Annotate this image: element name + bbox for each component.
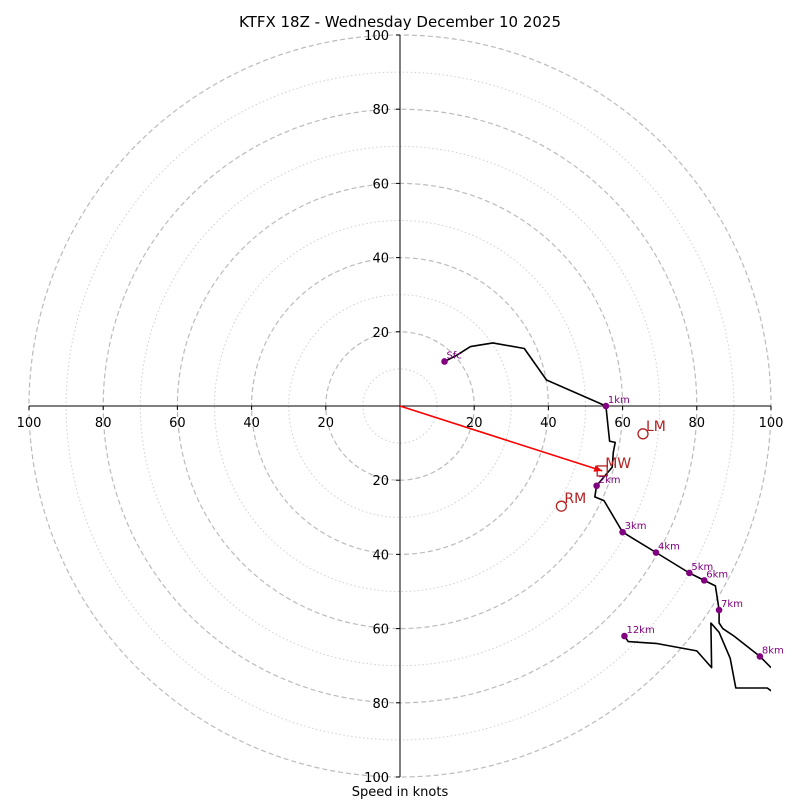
height-marker-sfc (441, 358, 448, 365)
x-tick-label: 80 (95, 416, 112, 431)
x-tick-label: 20 (318, 416, 335, 431)
height-marker-4km (652, 549, 660, 556)
x-tick-label: 60 (169, 416, 186, 431)
x-tick-label: 100 (759, 416, 784, 431)
chart-title: KTFX 18Z - Wednesday December 10 2025 (239, 13, 561, 31)
height-marker-12km (621, 632, 628, 640)
y-tick-label: 20 (372, 326, 389, 341)
height-label-3km: 3km (625, 521, 647, 532)
height-label-6km: 6km (706, 569, 728, 580)
height-label-2km: 2km (599, 475, 621, 486)
height-marker-5km (686, 569, 693, 577)
y-tick-label: 80 (372, 103, 389, 118)
mean-wind-arrow-shaft (399, 405, 603, 472)
height-label-sfc: Sfc (447, 350, 462, 361)
storm-motion-lm-marker (637, 428, 649, 440)
height-marker-6km (700, 577, 708, 584)
height-marker-2km (593, 482, 600, 490)
height-marker-3km (619, 528, 626, 536)
height-label-12km: 12km (626, 625, 654, 636)
trace-main-segment (444, 342, 771, 669)
y-tick-label: 60 (372, 623, 389, 638)
storm-motion-markers: LM RM MW (555, 419, 666, 512)
x-axis-label: Speed in knots (352, 785, 449, 800)
x-tick-label: 100 (17, 416, 42, 431)
height-label-1km: 1km (608, 395, 630, 406)
y-tick-label: 40 (372, 252, 389, 267)
tick-labels: 20 20 20 20 40 40 40 40 60 60 60 60 80 80 80 80 100 100 10… (17, 29, 784, 786)
height-label-8km: 8km (762, 645, 784, 656)
y-tick-label: 60 (372, 177, 389, 192)
x-tick-label: 60 (614, 416, 631, 431)
y-tick-label: 80 (372, 697, 389, 712)
x-tick-label: 20 (466, 416, 483, 431)
y-tick-label: 100 (364, 771, 389, 786)
storm-motion-lm-label: LM (646, 419, 666, 435)
mean-wind-arrow-head (593, 465, 603, 472)
x-tick-label: 40 (243, 416, 260, 431)
height-label-7km: 7km (721, 599, 743, 610)
height-label-5km: 5km (691, 562, 713, 573)
storm-motion-rm-label: RM (564, 491, 586, 507)
hodograph-trace (444, 342, 771, 717)
height-marker-1km (602, 402, 610, 410)
x-tick-label: 80 (689, 416, 706, 431)
storm-motion-mw-label: MW (605, 456, 631, 472)
mean-wind-arrow (399, 405, 603, 472)
height-marker-7km (715, 606, 723, 614)
trace-upper-segment (623, 622, 771, 692)
height-marker-8km (756, 653, 764, 660)
height-label-4km: 4km (658, 542, 680, 553)
storm-motion-rm-marker (555, 500, 568, 512)
x-tick-label: 40 (540, 416, 557, 431)
y-tick-label: 40 (372, 548, 389, 563)
y-tick-label: 20 (372, 474, 389, 489)
storm-motion-mw-marker (596, 465, 608, 477)
y-tick-label: 100 (364, 29, 389, 44)
